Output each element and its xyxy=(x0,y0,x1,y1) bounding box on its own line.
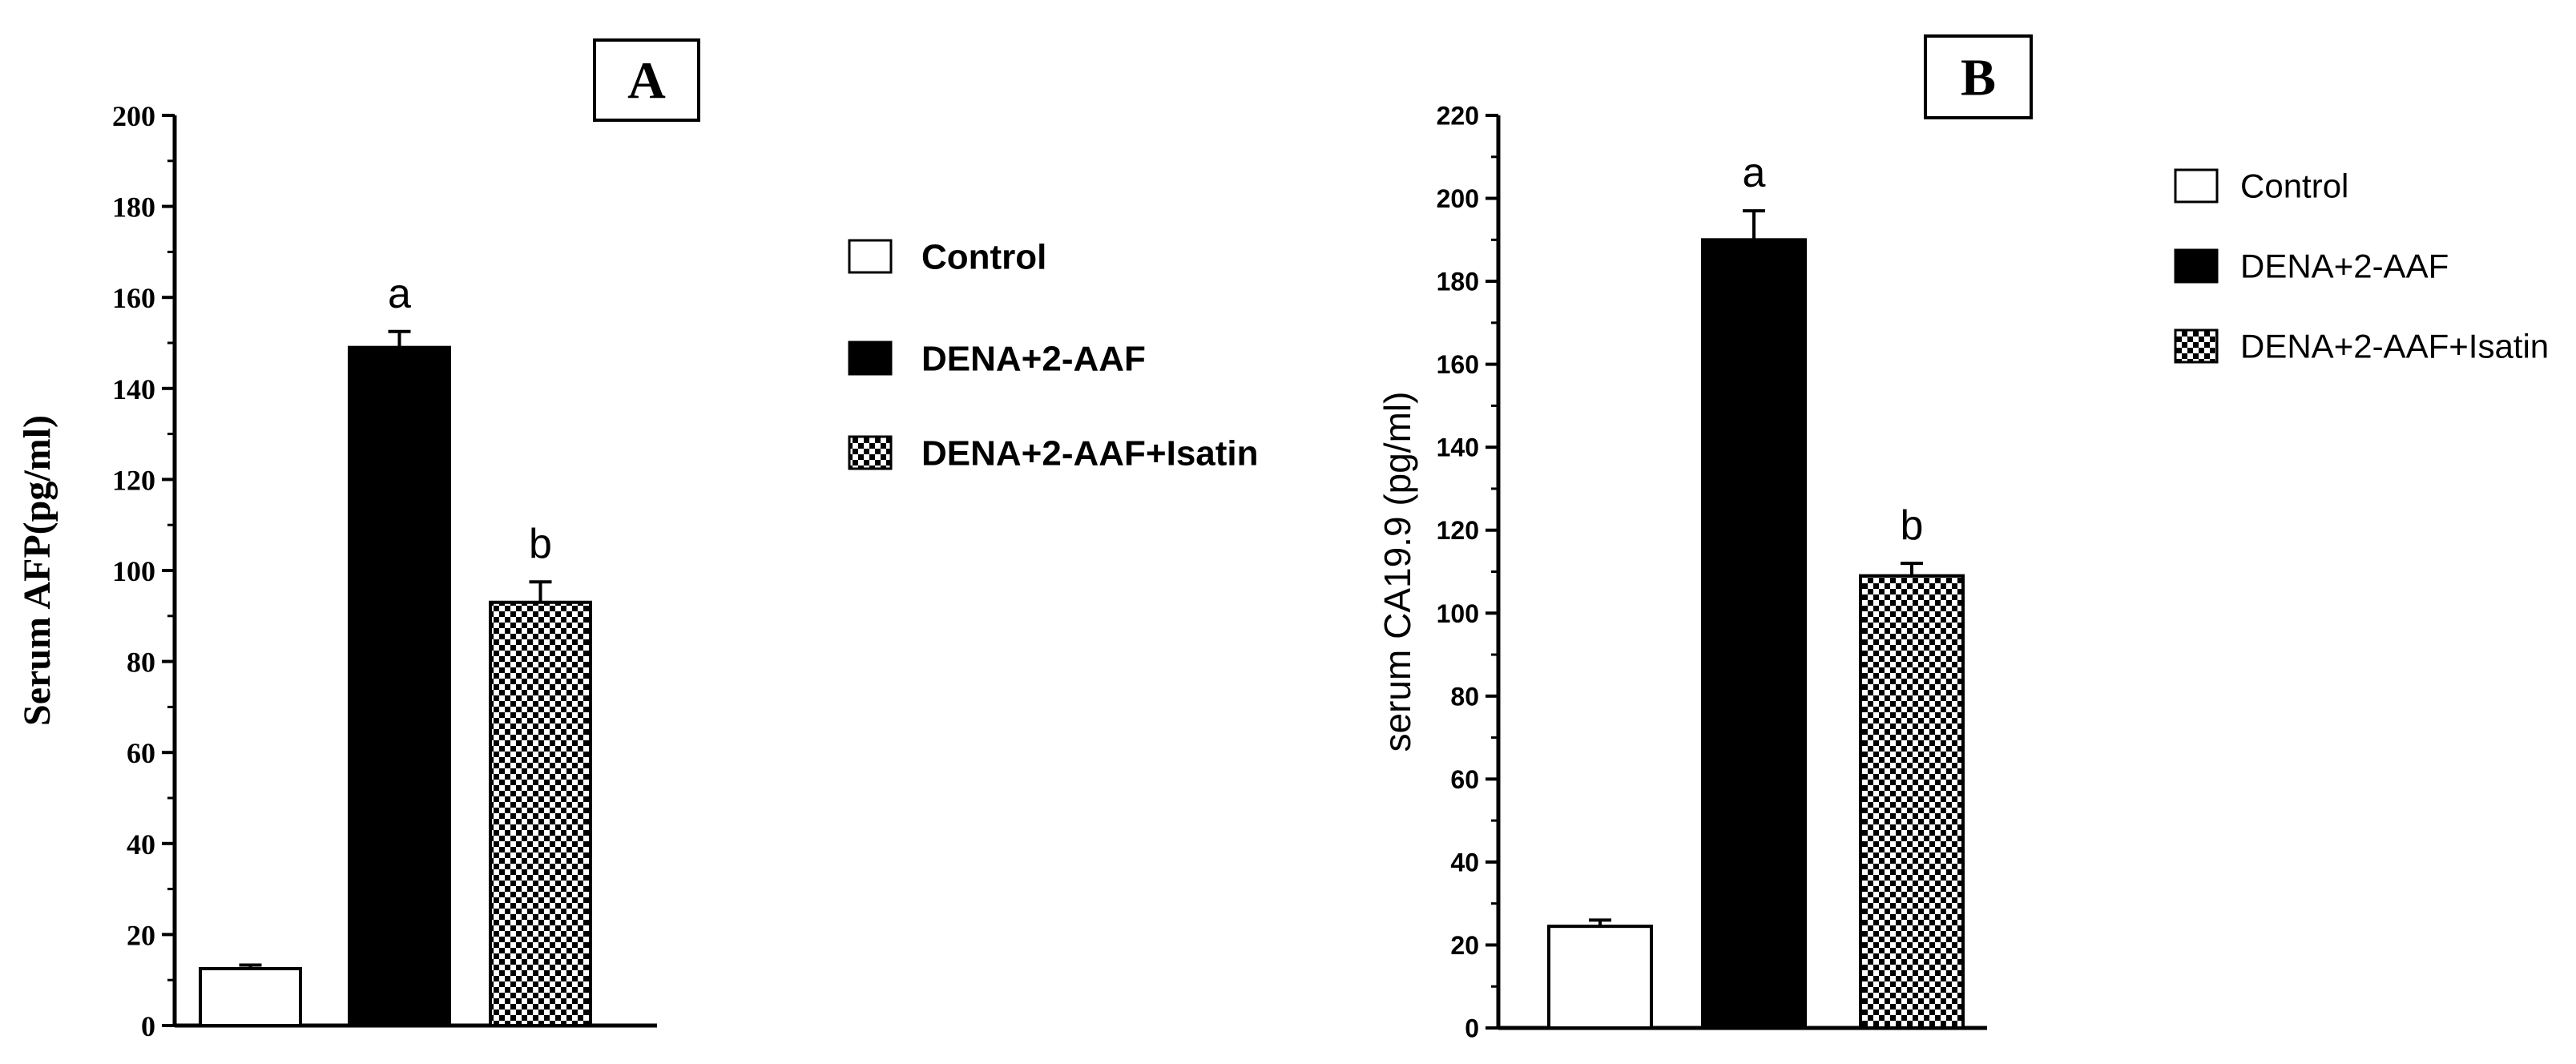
panel-a-y-tick-label: 40 xyxy=(127,828,155,860)
panel-b-legend-swatch-2 xyxy=(2174,328,2219,364)
panel-b-y-tick-label: 100 xyxy=(1437,599,1479,628)
panel-b-y-axis-label: serum CA19.9 (pg/ml) xyxy=(1377,392,1418,752)
panel-b-y-tick-label: 40 xyxy=(1450,848,1479,877)
panel-b-bar-2 xyxy=(1859,574,1965,1030)
panel-a-legend-label-1: DENA+2-AAF xyxy=(921,339,1146,378)
panel-b-y-tick-label: 20 xyxy=(1450,931,1479,960)
panel-a-y-tick-label: 80 xyxy=(127,647,155,679)
panel-a-y-tick-label: 20 xyxy=(127,919,155,951)
panel-a-y-tick-label: 60 xyxy=(127,737,155,769)
panel-b-y-tick-label: 180 xyxy=(1437,268,1479,296)
panel-b-y-tick-label: 160 xyxy=(1437,350,1479,379)
panel-a-y-tick-label: 160 xyxy=(112,282,155,314)
panel-a-legend-label-2: DENA+2-AAF+Isatin xyxy=(921,433,1259,473)
panel-b-y-tick-label: 200 xyxy=(1437,184,1479,213)
panel-b-legend-swatch-0 xyxy=(2174,168,2219,204)
panel-b-y-tick-label: 0 xyxy=(1465,1014,1479,1043)
panel-a-legend-swatch-2 xyxy=(848,435,893,470)
panel-a-label: A xyxy=(627,51,666,110)
panel-a-significance-label-2: b xyxy=(529,521,552,567)
panel-a-y-tick-label: 200 xyxy=(112,100,155,132)
panel-a-y-tick-label: 100 xyxy=(112,555,155,587)
panel-b-bar-1 xyxy=(1701,238,1807,1030)
panel-b-y-tick-label: 60 xyxy=(1450,765,1479,794)
panel-a-bar-2 xyxy=(489,600,592,1027)
panel-a-y-axis-label: Serum AFP(pg/ml) xyxy=(16,415,58,726)
panel-b-y-tick-label: 220 xyxy=(1437,102,1479,131)
panel-a-label-box xyxy=(593,38,700,122)
panel-b-y-tick-label: 120 xyxy=(1437,516,1479,545)
panel-a-legend-swatch-1 xyxy=(848,341,893,376)
panel-b-label-box xyxy=(1924,34,2033,119)
panel-b-bar-0 xyxy=(1547,925,1653,1030)
panel-a-significance-label-1: a xyxy=(388,271,411,317)
panel-b-significance-label-2: b xyxy=(1901,502,1924,549)
panel-b-label: B xyxy=(1961,48,1996,107)
panel-a-y-tick-label: 120 xyxy=(112,464,155,496)
panel-a-bar-0 xyxy=(199,967,302,1027)
panel-b-legend-label-2: DENA+2-AAF+Isatin xyxy=(2240,328,2549,365)
panel-b-y-tick-label: 80 xyxy=(1450,682,1479,711)
panel-b-legend-swatch-1 xyxy=(2174,248,2219,284)
panel-a-y-tick-label: 180 xyxy=(112,191,155,224)
panel-b-y-tick-label: 140 xyxy=(1437,433,1479,462)
panel-a-legend-swatch-0 xyxy=(848,239,893,274)
panel-b-significance-label-1: a xyxy=(1743,150,1766,196)
panel-b-legend-label-0: Control xyxy=(2240,167,2348,205)
panel-a-y-tick-label: 140 xyxy=(112,373,155,405)
panel-a-y-tick-label: 0 xyxy=(141,1010,155,1042)
panel-a-bar-1 xyxy=(348,345,451,1027)
panel-b-legend-label-1: DENA+2-AAF xyxy=(2240,248,2449,285)
panel-a-legend-label-0: Control xyxy=(921,237,1046,276)
